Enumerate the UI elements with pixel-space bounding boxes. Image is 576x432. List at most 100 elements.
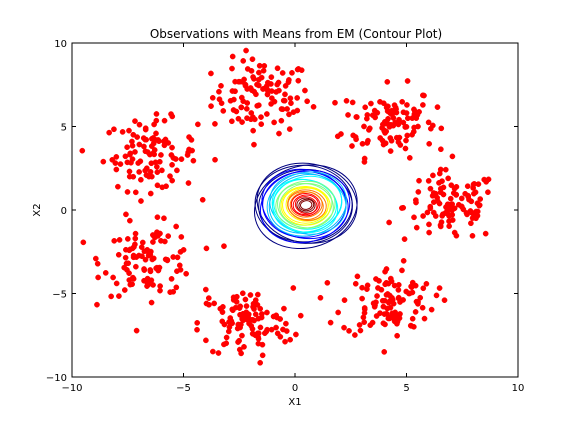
contour-line <box>273 179 337 230</box>
data-point <box>252 297 259 303</box>
data-point <box>412 309 419 315</box>
data-point <box>409 279 416 286</box>
data-point <box>258 121 265 128</box>
data-point <box>294 95 301 101</box>
data-point <box>136 141 143 148</box>
data-point <box>283 320 289 327</box>
data-point <box>167 289 173 296</box>
data-point <box>147 190 154 197</box>
data-point <box>229 88 236 94</box>
contour-line <box>292 194 319 216</box>
data-point <box>223 334 230 341</box>
scatter-points <box>79 47 492 366</box>
data-point <box>202 286 209 293</box>
data-point <box>341 324 347 331</box>
data-point <box>150 282 156 288</box>
contour-line <box>290 193 321 217</box>
data-point <box>395 287 402 293</box>
data-point <box>483 178 490 185</box>
data-point <box>211 300 218 307</box>
data-point <box>416 177 422 184</box>
data-point <box>169 177 176 184</box>
data-point <box>116 237 123 243</box>
data-point <box>142 256 149 263</box>
data-point <box>425 119 432 126</box>
data-point <box>137 158 144 165</box>
data-point <box>150 239 156 245</box>
data-point <box>247 292 254 298</box>
data-point <box>359 140 366 147</box>
x-tick-label: −10 <box>61 383 82 394</box>
data-point <box>153 117 160 124</box>
data-point <box>134 134 141 140</box>
data-point <box>212 156 218 163</box>
data-point <box>341 297 348 303</box>
data-point <box>159 184 166 191</box>
data-point <box>111 126 117 133</box>
data-point <box>430 190 437 196</box>
data-point <box>229 307 236 313</box>
data-point <box>380 303 387 310</box>
data-point <box>256 62 263 69</box>
data-point <box>361 319 368 326</box>
data-point <box>295 66 302 72</box>
data-point <box>403 137 409 144</box>
data-point <box>162 136 169 143</box>
data-point <box>411 106 417 113</box>
data-point <box>149 256 156 263</box>
data-point <box>364 140 371 146</box>
data-point <box>174 254 181 261</box>
data-point <box>368 100 374 107</box>
data-point <box>276 87 282 94</box>
contour-line <box>300 200 313 210</box>
data-point <box>286 111 292 118</box>
data-point <box>395 294 402 301</box>
data-point <box>274 65 281 72</box>
contour-line <box>296 197 316 213</box>
data-point <box>287 95 294 102</box>
data-point <box>153 111 160 117</box>
data-point <box>430 172 436 179</box>
plot-area <box>71 42 519 378</box>
em-contours <box>253 162 358 250</box>
data-point <box>440 184 447 191</box>
data-point <box>111 237 118 244</box>
data-point <box>379 297 386 304</box>
data-point <box>482 230 489 237</box>
data-point <box>239 332 245 339</box>
data-point <box>477 196 484 202</box>
data-point <box>475 181 482 187</box>
data-point <box>258 114 264 120</box>
data-point <box>113 154 120 160</box>
data-point <box>130 276 137 282</box>
data-point <box>434 104 441 110</box>
data-point <box>80 239 87 246</box>
data-point <box>132 235 139 242</box>
data-point <box>240 58 247 64</box>
data-point <box>271 119 277 126</box>
data-point <box>387 304 394 311</box>
data-point <box>237 324 243 331</box>
data-point <box>430 209 437 216</box>
data-point <box>364 115 370 122</box>
data-point <box>387 148 394 154</box>
data-point <box>284 106 290 112</box>
data-point <box>373 276 379 282</box>
data-point <box>216 96 223 103</box>
data-point <box>400 257 407 264</box>
data-point <box>415 189 422 195</box>
data-point <box>357 327 364 334</box>
x-axis-ticks: −10 −5 0 5 10 <box>61 43 524 394</box>
data-point <box>346 328 352 334</box>
x-tick-label: −5 <box>176 383 191 394</box>
data-point <box>209 94 216 101</box>
data-point <box>165 233 172 239</box>
data-point <box>277 333 284 340</box>
data-point <box>447 195 454 202</box>
data-point <box>387 297 394 304</box>
data-point <box>389 107 395 114</box>
data-point <box>468 220 474 227</box>
data-point <box>144 149 151 155</box>
data-point <box>354 273 361 280</box>
data-point <box>278 117 285 124</box>
